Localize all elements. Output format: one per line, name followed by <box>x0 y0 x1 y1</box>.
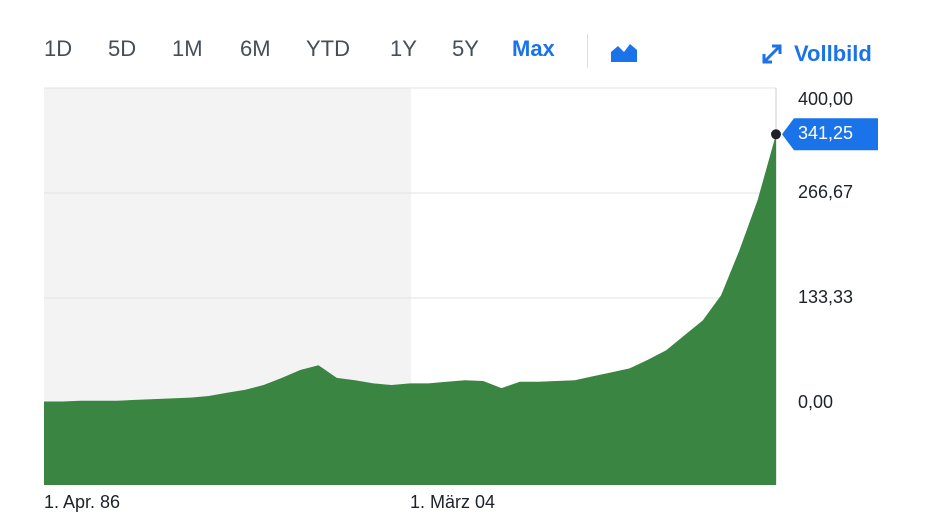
y-tick-label: 400,00 <box>798 89 853 109</box>
y-tick-label: 0,00 <box>798 392 833 412</box>
price-tag-label: 341,25 <box>798 123 853 143</box>
divider <box>587 34 588 68</box>
price-area <box>44 134 776 486</box>
y-tick-label: 133,33 <box>798 287 853 307</box>
range-button[interactable]: YTD <box>306 36 350 61</box>
range-button[interactable]: 1Y <box>390 36 417 61</box>
y-tick-label: 266,67 <box>798 182 853 202</box>
range-button[interactable]: 1D <box>44 36 73 61</box>
range-button[interactable]: 6M <box>240 36 271 61</box>
x-tick-label: 1. Apr. 86 <box>44 492 120 512</box>
range-button[interactable]: 5D <box>108 36 137 61</box>
last-point <box>771 129 781 140</box>
range-button[interactable]: 1M <box>172 36 203 61</box>
x-tick-label: 1. März 04 <box>410 492 495 512</box>
price-tag <box>782 118 878 151</box>
fullscreen-button[interactable]: Vollbild <box>794 41 872 66</box>
range-button[interactable]: 5Y <box>452 36 479 61</box>
range-button[interactable]: Max <box>512 36 555 61</box>
chart-type-icon[interactable] <box>608 40 640 64</box>
fullscreen-icon[interactable] <box>760 42 786 66</box>
